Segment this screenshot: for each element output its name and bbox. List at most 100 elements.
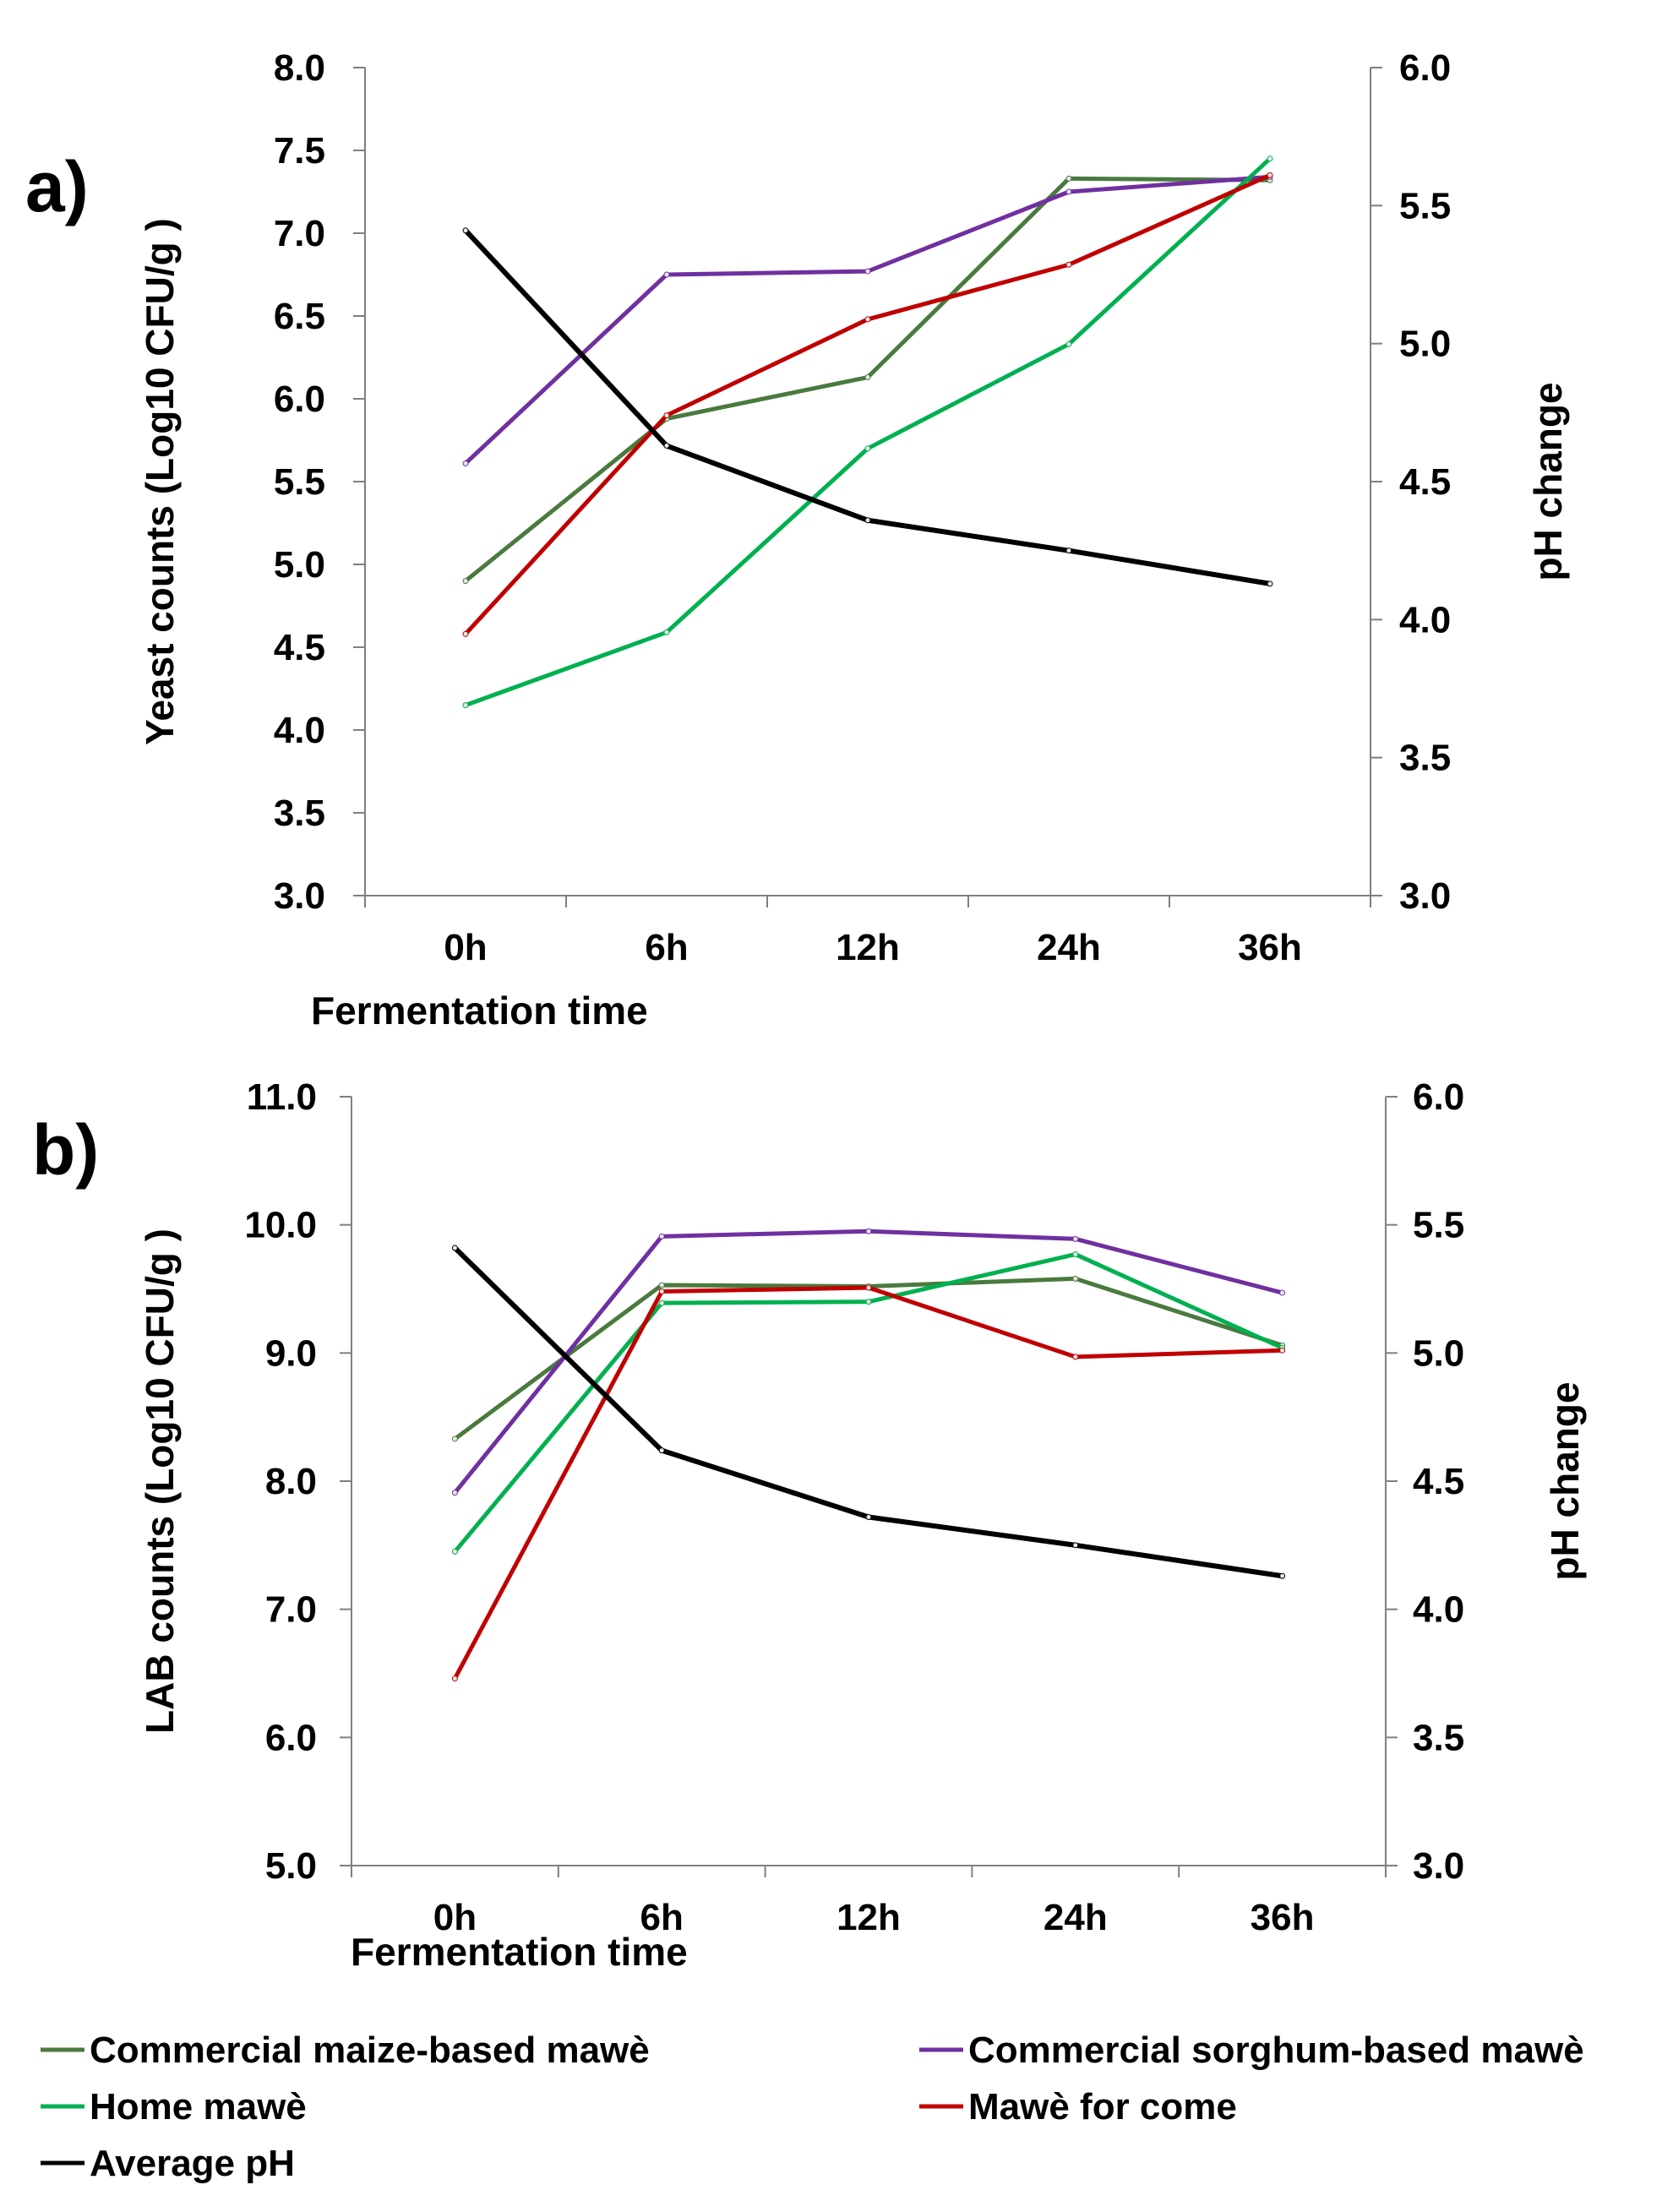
y-tick-label-left: 5.0 xyxy=(274,544,325,586)
legend-label: Commercial maize-based mawè xyxy=(90,2029,650,2071)
y-tick-label-left: 6.5 xyxy=(274,296,325,337)
legend-item: Commercial sorghum-based mawè xyxy=(919,2029,1584,2071)
data-point xyxy=(864,268,871,275)
y-tick-label-left: 3.0 xyxy=(274,875,325,917)
legend-label: Home mawè xyxy=(90,2086,307,2128)
y-tick-label-right: 4.5 xyxy=(1399,461,1451,503)
data-point xyxy=(462,702,469,709)
y-tick-label-right: 4.0 xyxy=(1399,599,1451,640)
x-tick-label: 12h xyxy=(836,927,900,968)
data-point xyxy=(1267,580,1273,587)
data-point xyxy=(663,412,670,419)
y-tick-label-right: 5.0 xyxy=(1413,1332,1464,1374)
y-tick-label-left: 4.0 xyxy=(274,710,325,751)
data-point xyxy=(658,1447,665,1454)
y-tick-label-left: 8.0 xyxy=(265,1461,317,1502)
data-point xyxy=(462,578,469,585)
y-tick-label-left: 3.5 xyxy=(274,793,325,834)
y-tick-label-left: 4.5 xyxy=(274,627,325,668)
data-point xyxy=(1065,175,1072,182)
y-tick-label-left: 6.0 xyxy=(265,1717,317,1758)
data-point xyxy=(864,517,871,524)
data-point xyxy=(1072,1235,1079,1242)
y-tick-label-right: 5.5 xyxy=(1399,185,1451,226)
data-point xyxy=(462,227,469,234)
data-point xyxy=(663,629,670,635)
x-tick-label: 0h xyxy=(433,1897,477,1938)
y-tick-label-left: 7.0 xyxy=(265,1589,317,1631)
data-point xyxy=(658,1233,665,1239)
y-tick-label-left: 11.0 xyxy=(247,1076,317,1118)
panel-label: a) xyxy=(25,147,89,226)
data-point xyxy=(865,1513,872,1520)
data-point xyxy=(451,1436,458,1442)
y-tick-label-left: 7.5 xyxy=(274,130,325,172)
legend-item: Home mawè xyxy=(41,2086,307,2128)
data-point xyxy=(462,460,469,466)
y-tick-label-left: 9.0 xyxy=(265,1332,317,1374)
y-tick-label-left: 6.0 xyxy=(274,379,325,420)
y-tick-label-left: 5.0 xyxy=(265,1845,317,1887)
x-axis-title: Fermentation time xyxy=(351,1930,688,1974)
legend-label: Average pH xyxy=(90,2143,295,2184)
y-tick-label-right: 3.5 xyxy=(1399,738,1451,779)
data-point xyxy=(1072,1354,1079,1360)
data-point xyxy=(658,1282,665,1289)
data-point xyxy=(462,630,469,637)
data-point xyxy=(451,1245,458,1251)
data-point xyxy=(1267,172,1273,178)
data-point xyxy=(864,374,871,381)
legend: Commercial maize-based mawè Commercial so… xyxy=(41,2029,1584,2184)
data-point xyxy=(864,445,871,452)
y-tick-label-right: 5.0 xyxy=(1399,324,1451,365)
y-axis-title-right: pH change xyxy=(1526,382,1570,580)
x-tick-label: 24h xyxy=(1044,1897,1108,1938)
x-tick-label: 6h xyxy=(645,927,688,968)
data-point xyxy=(1267,155,1273,162)
data-point xyxy=(1072,1542,1079,1549)
y-tick-label-left: 10.0 xyxy=(244,1205,317,1246)
legend-item: Commercial maize-based mawè xyxy=(41,2029,650,2071)
y-tick-label-left: 8.0 xyxy=(274,47,325,89)
data-point xyxy=(1065,548,1072,554)
y-tick-label-right: 3.0 xyxy=(1399,875,1451,917)
x-tick-label: 36h xyxy=(1251,1897,1315,1938)
data-point xyxy=(451,1675,458,1682)
y-tick-label-right: 3.0 xyxy=(1413,1845,1464,1887)
series-line xyxy=(465,156,1272,707)
data-point xyxy=(1072,1275,1079,1282)
data-point xyxy=(1065,261,1072,268)
data-point xyxy=(865,1284,872,1291)
y-tick-label-left: 7.0 xyxy=(274,213,325,254)
y-tick-label-right: 6.0 xyxy=(1413,1076,1464,1118)
data-point xyxy=(663,443,670,449)
x-tick-label: 0h xyxy=(444,927,487,968)
y-axis-title-right: pH change xyxy=(1543,1381,1587,1580)
legend-label: Commercial sorghum-based mawè xyxy=(968,2029,1584,2071)
y-tick-label-right: 3.5 xyxy=(1413,1717,1464,1758)
y-tick-label-left: 5.5 xyxy=(274,461,325,503)
series-line xyxy=(463,228,1271,586)
x-tick-label: 12h xyxy=(836,1897,901,1938)
data-point xyxy=(658,1289,665,1295)
y-tick-label-right: 4.5 xyxy=(1413,1461,1464,1502)
data-point xyxy=(1279,1289,1286,1296)
y-tick-label-right: 5.5 xyxy=(1413,1205,1464,1246)
data-point xyxy=(1065,188,1072,195)
legend-item: Average pH xyxy=(41,2143,295,2184)
data-point xyxy=(451,1490,458,1496)
x-axis-title: Fermentation time xyxy=(311,989,648,1032)
series-line xyxy=(453,1229,1283,1495)
y-tick-label-right: 4.0 xyxy=(1413,1589,1464,1631)
y-axis-title-left: LAB counts (Log10 CFU/g ) xyxy=(138,1229,182,1734)
legend-item: Mawè for come xyxy=(919,2086,1237,2128)
data-point xyxy=(663,271,670,278)
data-point xyxy=(865,1228,872,1234)
data-point xyxy=(864,316,871,323)
data-point xyxy=(865,1299,872,1305)
y-axis-title-left: Yeast counts (Log10 CFU/g ) xyxy=(138,218,182,745)
chart-panel-2: 5.0 6.0 7.0 8.0 9.0 10.0 11.0 3.0 3.5 4.0 4.5 5.0 5.… xyxy=(32,1076,1587,1974)
data-point xyxy=(658,1299,665,1306)
x-tick-label: 36h xyxy=(1238,927,1302,968)
